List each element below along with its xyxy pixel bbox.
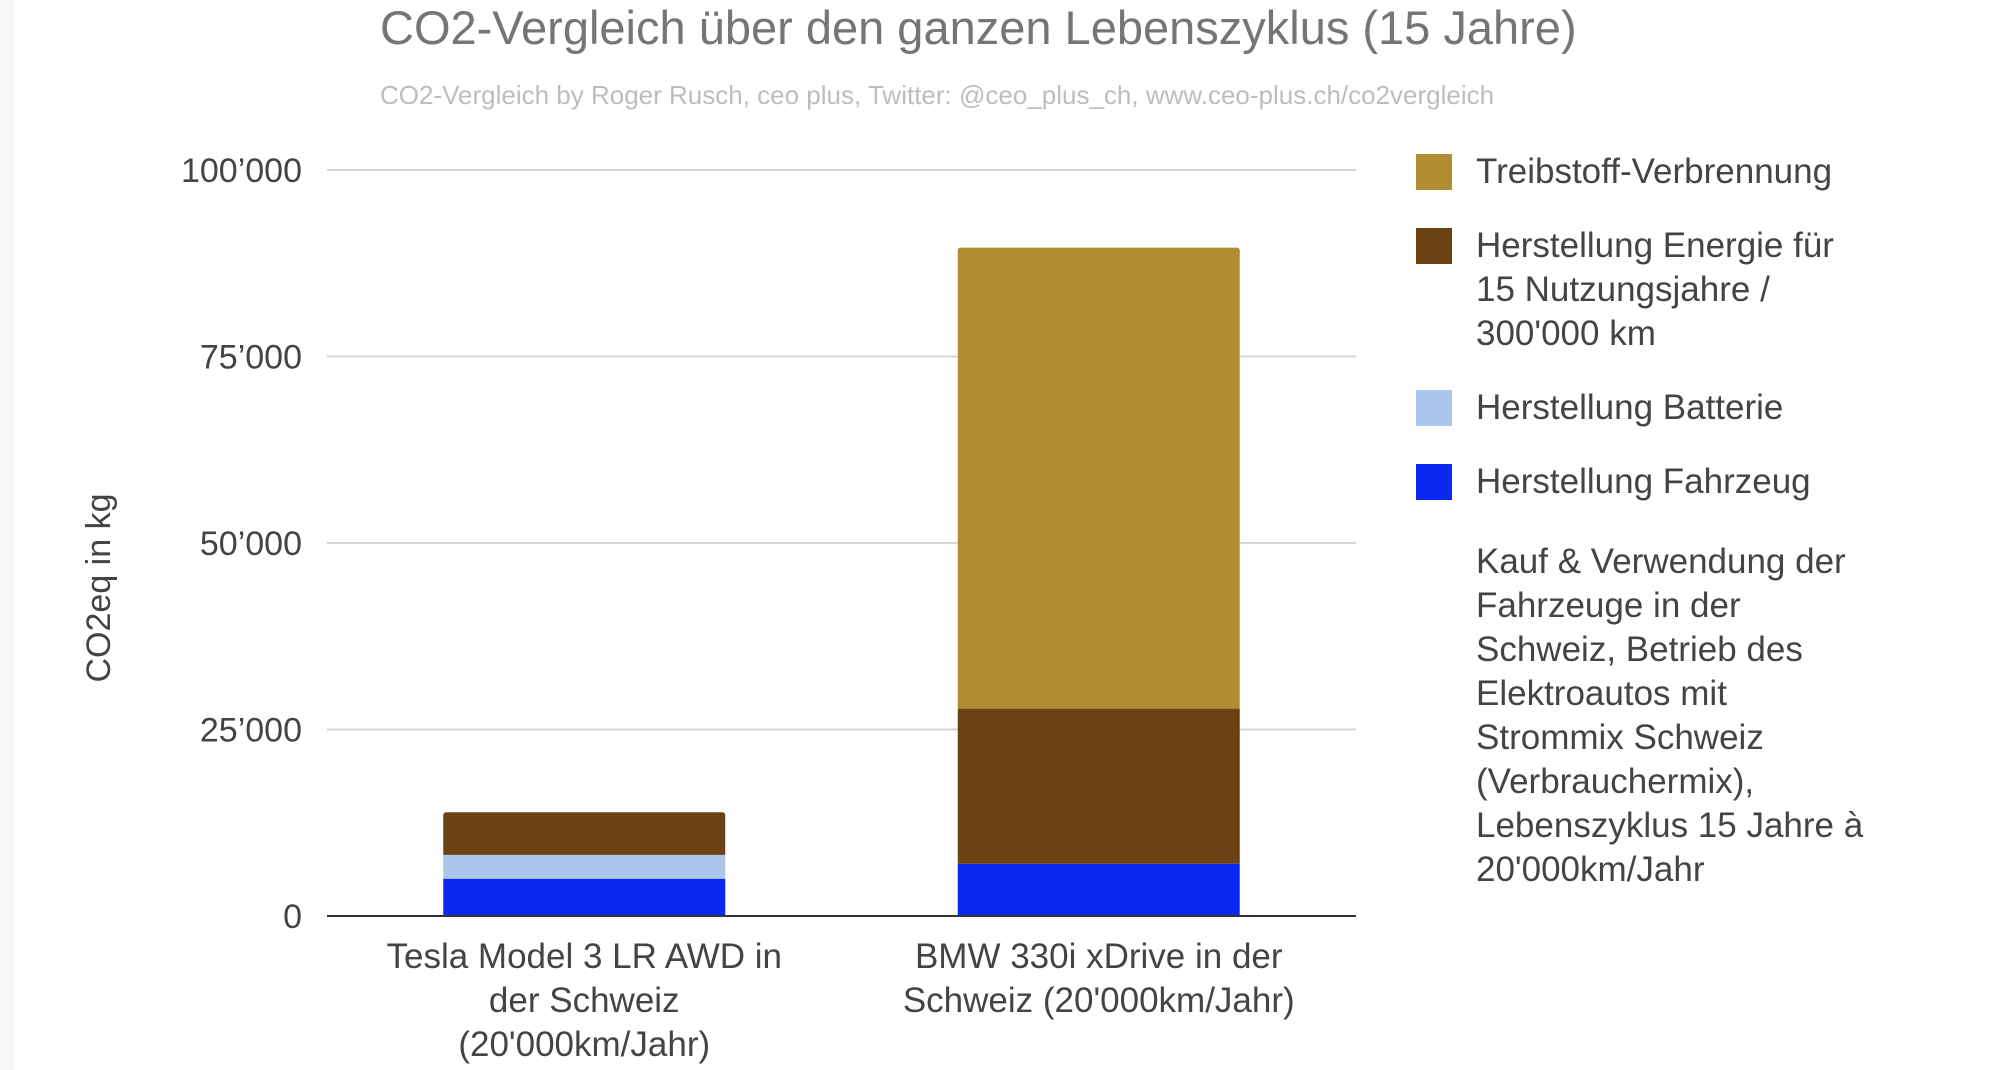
legend-swatch [1416, 464, 1452, 500]
legend-swatch [1416, 154, 1452, 190]
bar-segment [957, 247, 1240, 709]
bar-segment [443, 878, 726, 916]
y-axis-ticks: 0 25’000 50’000 75’000 100’000 [181, 152, 302, 936]
legend: Treibstoff-Verbrennung Herstellung Energi… [1416, 152, 1834, 501]
legend-label: Herstellung Energie für 15 Nutzungsjahre … [1476, 226, 1834, 353]
y-tick-label: 100’000 [181, 152, 302, 190]
annotation-text: Kauf & Verwendung der Fahrzeuge in der Sch… [1476, 542, 1864, 889]
legend-label: Herstellung Fahrzeug [1476, 462, 1811, 501]
x-category-label: BMW 330i xDrive in der Schweiz (20'000km/… [903, 937, 1295, 1020]
legend-label: Treibstoff-Verbrennung [1476, 152, 1832, 191]
y-axis-label: CO2eq in kg [80, 494, 118, 683]
bar-segment [957, 863, 1240, 916]
legend-swatch [1416, 390, 1452, 426]
stacked-bar-chart: CO2-Vergleich über den ganzen Lebenszykl… [80, 1, 1864, 1064]
chart-annotation: Kauf & Verwendung der Fahrzeuge in der Sch… [1476, 542, 1864, 889]
legend-swatch [1416, 228, 1452, 264]
y-tick-label: 50’000 [200, 525, 302, 563]
y-tick-label: 0 [283, 898, 302, 936]
chart-canvas: CO2-Vergleich über den ganzen Lebenszykl… [14, 0, 2000, 1070]
x-axis-labels: Tesla Model 3 LR AWD in der Schweiz (20'00… [386, 937, 1294, 1064]
bar-segment [957, 708, 1240, 864]
y-tick-label: 25’000 [200, 712, 302, 750]
y-tick-label: 75’000 [200, 339, 302, 377]
chart-title: CO2-Vergleich über den ganzen Lebenszykl… [380, 1, 1577, 54]
bar-segment [443, 854, 726, 879]
chart-subtitle: CO2-Vergleich by Roger Rusch, ceo plus, … [380, 80, 1494, 110]
legend-label: Herstellung Batterie [1476, 388, 1783, 427]
bars [443, 247, 1240, 916]
x-category-label: Tesla Model 3 LR AWD in der Schweiz (20'00… [386, 937, 782, 1064]
bar-segment [443, 812, 726, 855]
